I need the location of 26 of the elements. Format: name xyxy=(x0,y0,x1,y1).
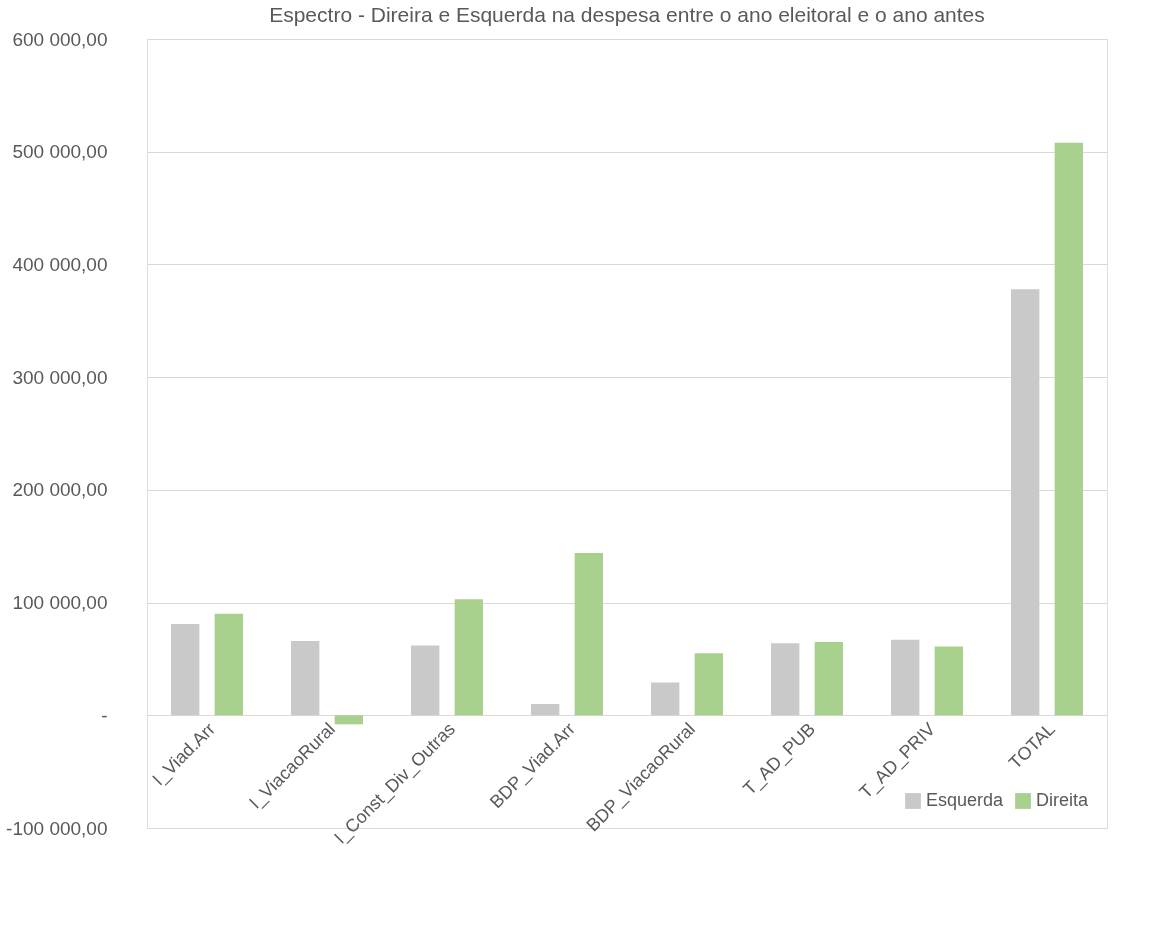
y-tick-label: 200 000,00 xyxy=(12,479,108,501)
bar xyxy=(934,646,963,716)
y-tick-label: 100 000,00 xyxy=(12,592,108,614)
y-tick-label: 500 000,00 xyxy=(12,141,108,163)
legend-label: Direita xyxy=(1036,790,1089,810)
bar xyxy=(574,552,603,716)
y-tick-label: - xyxy=(101,704,108,726)
bar xyxy=(814,642,843,716)
bar xyxy=(694,653,723,716)
y-tick-label: 600 000,00 xyxy=(12,28,108,50)
bar xyxy=(291,640,320,716)
bar xyxy=(1011,289,1040,716)
bar xyxy=(214,613,243,716)
bar xyxy=(1054,142,1083,716)
bar xyxy=(454,599,483,716)
bar xyxy=(531,704,560,716)
bar xyxy=(771,643,800,716)
y-tick-label: 300 000,00 xyxy=(12,366,108,388)
bar xyxy=(651,682,680,716)
y-tick-label: -100 000,00 xyxy=(6,817,108,839)
chart-title: Espectro - Direira e Esquerda na despesa entre o ano eleitoral e o ano antes xyxy=(269,3,985,26)
bar xyxy=(891,639,920,716)
bar xyxy=(171,623,200,716)
bar xyxy=(411,645,440,716)
bar xyxy=(334,715,363,725)
y-tick-label: 400 000,00 xyxy=(12,253,108,275)
